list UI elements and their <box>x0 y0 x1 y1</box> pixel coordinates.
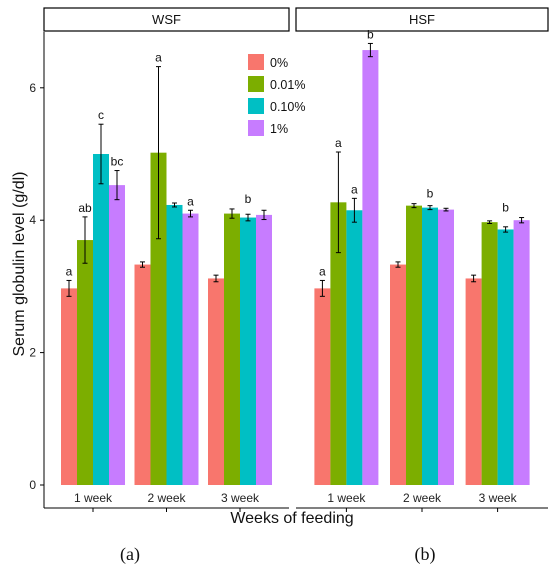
x-tick-label: 3 week <box>479 491 518 505</box>
significance-letter: bc <box>111 155 124 169</box>
y-tick-label: 2 <box>29 346 36 360</box>
bar-wsf-3week-3 <box>256 214 272 486</box>
panel-label: (a) <box>120 544 140 565</box>
x-tick-label: 1 week <box>74 491 113 505</box>
bar-wsf-2week-3 <box>182 213 199 485</box>
significance-letter: a <box>351 182 358 196</box>
significance-letter: c <box>98 108 104 122</box>
bar-wsf-1week-3 <box>109 185 125 485</box>
bar-hsf-1week-2 <box>346 210 363 485</box>
legend-swatch-0 <box>248 54 264 70</box>
group-significance-letter: b <box>245 192 252 206</box>
x-tick-label: 2 week <box>403 491 442 505</box>
bar-wsf-1week-0 <box>61 288 77 485</box>
bar-wsf-1week-2 <box>93 154 109 485</box>
bar-hsf-2week-2 <box>422 207 438 485</box>
bar-hsf-1week-0 <box>314 288 331 485</box>
significance-letter: a <box>66 264 73 278</box>
legend-label: 0.10% <box>270 100 305 114</box>
significance-letter: a <box>335 136 342 150</box>
bar-wsf-3week-1 <box>224 213 240 485</box>
significance-letter: a <box>155 51 162 65</box>
x-tick-label: 2 week <box>147 491 186 505</box>
y-tick-label: 6 <box>29 81 36 95</box>
group-significance-letter: b <box>427 187 434 201</box>
panel-label: (b) <box>415 544 436 565</box>
bar-wsf-1week-1 <box>77 240 93 485</box>
y-axis-title: Serum globulin level (g/dl) <box>11 172 28 357</box>
facet-strip-label: WSF <box>152 12 181 27</box>
bar-wsf-3week-2 <box>240 217 256 485</box>
legend-swatch-3 <box>248 120 264 136</box>
y-tick-label: 4 <box>29 213 36 227</box>
x-tick-label: 3 week <box>221 491 260 505</box>
bar-hsf-2week-3 <box>438 209 454 485</box>
bar-wsf-2week-0 <box>134 264 151 485</box>
group-significance-letter: b <box>502 201 509 215</box>
legend-swatch-1 <box>248 76 264 92</box>
group-significance-letter: a <box>187 194 194 208</box>
bar-hsf-1week-3 <box>362 50 379 485</box>
facet-strip-hsf <box>295 7 549 32</box>
y-tick-label: 0 <box>29 478 36 492</box>
legend-label: 0% <box>270 56 288 70</box>
bar-hsf-3week-3 <box>513 220 530 485</box>
bar-hsf-1week-1 <box>330 202 347 486</box>
bar-hsf-3week-1 <box>481 222 498 485</box>
legend-label: 1% <box>270 122 288 136</box>
legend-swatch-2 <box>248 98 264 114</box>
bar-wsf-3week-0 <box>208 278 224 485</box>
significance-letter: a <box>319 264 326 278</box>
facet-strip-wsf <box>43 7 290 32</box>
bar-hsf-3week-2 <box>497 229 514 485</box>
x-tick-label: 1 week <box>327 491 366 505</box>
bar-hsf-2week-0 <box>390 264 406 485</box>
bar-wsf-2week-2 <box>166 204 183 485</box>
bar-wsf-2week-1 <box>150 152 167 485</box>
bar-hsf-3week-0 <box>465 278 482 485</box>
significance-letter: ab <box>78 201 92 215</box>
legend-label: 0.01% <box>270 78 305 92</box>
bar-hsf-2week-1 <box>406 205 422 486</box>
x-axis-title: Weeks of feeding <box>230 510 353 527</box>
significance-letter: b <box>367 27 374 41</box>
facet-strip-label: HSF <box>409 12 435 27</box>
